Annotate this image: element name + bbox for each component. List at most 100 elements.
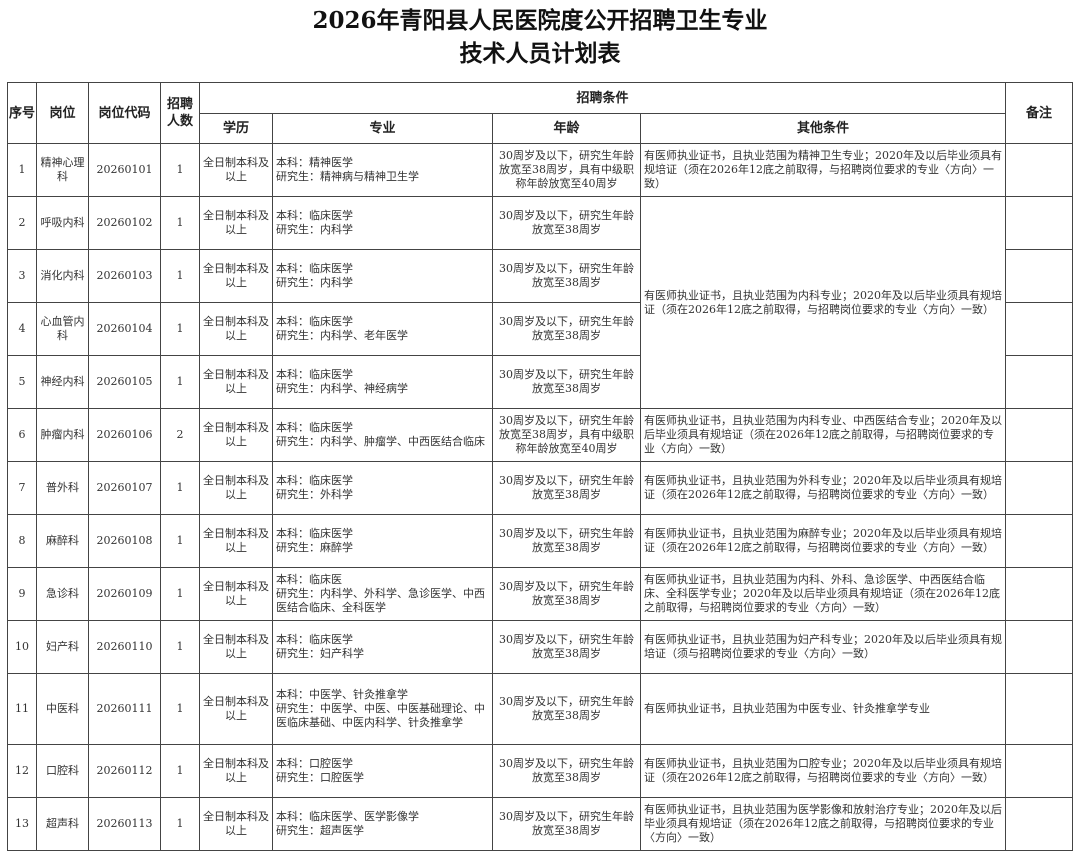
cell-position: 妇产科 [36, 620, 89, 674]
cell-age: 30周岁及以下，研究生年龄放宽至38周岁 [492, 620, 641, 674]
cell-major: 本科：临床医学、医学影像学 研究生：超声医学 [272, 797, 493, 851]
table-row: 5 神经内科 20260105 1 全日制本科及以上 本科：临床医学 研究生：内科学、神经… [7, 355, 1074, 409]
cell-seq: 11 [7, 673, 37, 745]
cell-seq: 5 [7, 355, 37, 409]
cell-code: 20260111 [88, 673, 161, 745]
cell-position: 心血管内科 [36, 302, 89, 356]
cell-education: 全日制本科及以上 [199, 797, 273, 851]
cell-age: 30周岁及以下，研究生年龄放宽至38周岁 [492, 302, 641, 356]
cell-other: 有医师执业证书，且执业范围为内科专业；2020年及以后毕业须具有规培证（须在20… [639, 196, 1007, 409]
header-conditions: 招聘条件 [198, 82, 1007, 114]
cell-education: 全日制本科及以上 [199, 249, 273, 303]
cell-code: 20260112 [88, 744, 161, 798]
cell-major: 本科：临床医 研究生：内科学、外科学、急诊医学、中西医结合临床、全科医学 [272, 567, 493, 621]
cell-count: 1 [160, 302, 200, 356]
header-seq: 序号 [7, 82, 37, 144]
cell-seq: 8 [7, 514, 37, 568]
cell-seq: 12 [7, 744, 37, 798]
cell-education: 全日制本科及以上 [199, 408, 273, 462]
cell-position: 神经内科 [36, 355, 89, 409]
table-row: 2 呼吸内科 20260102 1 全日制本科及以上 本科：临床医学 研究生：内科学 30周… [7, 196, 1074, 409]
cell-other: 有医师执业证书，且执业范围为内科专业、中西医结合专业；2020年及以后毕业须具有… [639, 408, 1007, 462]
title-line-2: 技术人员计划表 [459, 40, 621, 67]
cell-major: 本科：临床医学 研究生：内科学 [272, 249, 493, 303]
cell-education: 全日制本科及以上 [199, 620, 273, 674]
cell-education: 全日制本科及以上 [199, 355, 273, 409]
cell-code: 20260113 [88, 797, 161, 851]
cell-remark [1005, 249, 1074, 303]
cell-position: 呼吸内科 [36, 196, 89, 250]
cell-count: 2 [160, 408, 200, 462]
cell-other: 有医师执业证书，且执业范围为外科专业；2020年及以后毕业须具有规培证（须在20… [639, 461, 1007, 515]
cell-major: 本科：口腔医学 研究生：口腔医学 [272, 744, 493, 798]
cell-major: 本科：临床医学 研究生：内科学、神经病学 [272, 355, 493, 409]
table-row: 10 妇产科 20260110 1 全日制本科及以上 本科：临床医学 研究生：妇产科学 30… [7, 620, 1074, 674]
table-row: 12 口腔科 20260112 1 全日制本科及以上 本科：口腔医学 研究生：口腔医学 30… [7, 744, 1074, 798]
cell-position: 超声科 [36, 797, 89, 851]
table-row: 6 肿瘤内科 20260106 2 全日制本科及以上 本科：临床医学 研究生：内科学、肿瘤… [7, 408, 1074, 462]
header-position: 岗位 [36, 82, 89, 144]
cell-seq: 2 [7, 196, 37, 250]
cell-major: 本科：临床医学 研究生：外科学 [272, 461, 493, 515]
cell-seq: 1 [7, 143, 37, 197]
cell-major: 本科：精神医学 研究生：精神病与精神卫生学 [272, 143, 493, 197]
cell-position: 消化内科 [36, 249, 89, 303]
cell-remark [1005, 744, 1074, 798]
cell-position: 肿瘤内科 [36, 408, 89, 462]
cell-other: 有医师执业证书，且执业范围为麻醉专业；2020年及以后毕业须具有规培证（须在20… [639, 514, 1007, 568]
cell-position: 中医科 [36, 673, 89, 745]
cell-code: 20260108 [88, 514, 161, 568]
cell-code: 20260109 [88, 567, 161, 621]
cell-code: 20260102 [88, 196, 161, 250]
table-row: 3 消化内科 20260103 1 全日制本科及以上 本科：临床医学 研究生：内科学 30周… [7, 249, 1074, 303]
cell-count: 1 [160, 249, 200, 303]
cell-remark [1005, 461, 1074, 515]
cell-count: 1 [160, 355, 200, 409]
cell-remark [1005, 196, 1074, 250]
cell-seq: 10 [7, 620, 37, 674]
cell-remark [1005, 408, 1074, 462]
cell-major: 本科：中医学、针灸推拿学 研究生：中医学、中医、中医基础理论、中医临床基础、中医… [272, 673, 493, 745]
cell-code: 20260107 [88, 461, 161, 515]
header-other: 其他条件 [639, 113, 1007, 144]
header-age: 年龄 [492, 113, 641, 144]
cell-other: 有医师执业证书，且执业范围为中医专业、针灸推拿学专业 [639, 673, 1007, 745]
cell-major: 本科：临床医学 研究生：妇产科学 [272, 620, 493, 674]
cell-seq: 9 [7, 567, 37, 621]
cell-count: 1 [160, 744, 200, 798]
cell-education: 全日制本科及以上 [199, 514, 273, 568]
cell-age: 30周岁及以下，研究生年龄放宽至38周岁 [492, 673, 641, 745]
cell-education: 全日制本科及以上 [199, 302, 273, 356]
cell-code: 20260105 [88, 355, 161, 409]
cell-other: 有医师执业证书，且执业范围为口腔专业；2020年及以后毕业须具有规培证（须在20… [639, 744, 1007, 798]
cell-count: 1 [160, 797, 200, 851]
cell-seq: 13 [7, 797, 37, 851]
table-row: 1 精神心理科 20260101 1 全日制本科及以上 本科：精神医学 研究生：精神病与精… [7, 143, 1074, 197]
cell-remark [1005, 514, 1074, 568]
cell-remark [1005, 797, 1074, 851]
title-line-1: 2026年青阳县人民医院度公开招聘卫生专业 [312, 7, 768, 34]
cell-remark [1005, 567, 1074, 621]
cell-position: 麻醉科 [36, 514, 89, 568]
cell-age: 30周岁及以下，研究生年龄放宽至38周岁 [492, 797, 641, 851]
cell-position: 精神心理科 [36, 143, 89, 197]
cell-major: 本科：临床医学 研究生：麻醉学 [272, 514, 493, 568]
cell-remark [1005, 673, 1074, 745]
header-count: 招聘人数 [160, 82, 200, 144]
cell-education: 全日制本科及以上 [199, 143, 273, 197]
cell-remark [1005, 143, 1074, 197]
cell-education: 全日制本科及以上 [199, 461, 273, 515]
cell-code: 20260110 [88, 620, 161, 674]
table-row: 7 普外科 20260107 1 全日制本科及以上 本科：临床医学 研究生：外科学 30周岁… [7, 461, 1074, 515]
table-row: 13 超声科 20260113 1 全日制本科及以上 本科：临床医学、医学影像学 研究生：… [7, 797, 1074, 851]
cell-age: 30周岁及以下，研究生年龄放宽至38周岁 [492, 196, 641, 250]
cell-age: 30周岁及以下，研究生年龄放宽至38周岁 [492, 249, 641, 303]
cell-age: 30周岁及以下，研究生年龄放宽至38周岁 [492, 355, 641, 409]
cell-other: 有医师执业证书，且执业范围为医学影像和放射治疗专业；2020年及以后毕业须具有规… [639, 797, 1007, 851]
cell-age: 30周岁及以下，研究生年龄放宽至38周岁，具有中级职称年龄放宽至40周岁 [492, 408, 641, 462]
cell-count: 1 [160, 461, 200, 515]
header-remark: 备注 [1005, 82, 1074, 144]
cell-position: 口腔科 [36, 744, 89, 798]
table-row: 4 心血管内科 20260104 1 全日制本科及以上 本科：临床医学 研究生：内科学、老… [7, 302, 1074, 356]
cell-major: 本科：临床医学 研究生：内科学 [272, 196, 493, 250]
